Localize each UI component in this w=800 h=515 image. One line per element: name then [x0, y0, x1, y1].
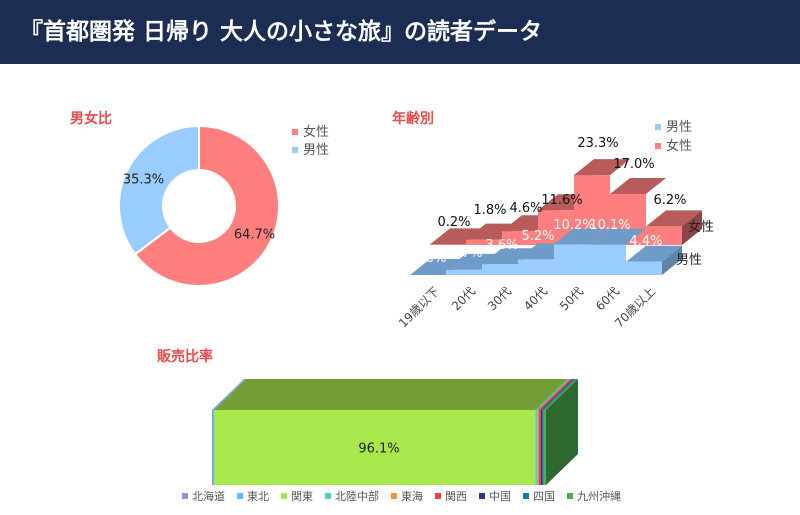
sales-segment-1 [213, 410, 215, 485]
sales-segment-3 [535, 410, 538, 485]
male-bar [590, 244, 626, 275]
donut-slice-female [133, 124, 280, 287]
legend-label-female: 女性 [303, 124, 329, 140]
male-bar-top [446, 253, 502, 270]
sales-legend-label-4: 東海 [401, 489, 423, 503]
female-bar-top [646, 210, 702, 227]
female-bar [430, 244, 466, 245]
male-bar [482, 264, 518, 275]
header-bar: 『首都圏発 日帰り 大人の小さな旅』の読者データ [0, 0, 800, 64]
sales-bar-side [546, 379, 578, 485]
female-data-label: 17.0% [613, 157, 654, 172]
sales-legend-marker-7 [523, 493, 529, 499]
sales-data-label: 96.1% [358, 442, 399, 457]
sales-segment-top-6 [540, 379, 574, 410]
female-bar [466, 239, 502, 245]
sales-legend-marker-1 [237, 493, 243, 499]
male-data-label: 10.1% [589, 218, 630, 233]
male-bar-top [626, 245, 682, 262]
age-legend-label-male: 男性 [666, 120, 692, 135]
male-bar [554, 244, 590, 275]
age-legend-label-female: 女性 [666, 138, 692, 154]
sales-legend-marker-6 [479, 493, 485, 499]
male-bar-top [482, 248, 538, 265]
sales-segment-7 [541, 410, 544, 485]
sales-legend-marker-0 [182, 493, 188, 499]
female-bar-top [574, 159, 630, 176]
age-chart-title: 年齢別 [392, 111, 434, 127]
sales-segment-6 [540, 410, 542, 485]
sales-legend-label-2: 関東 [291, 490, 313, 503]
sales-segment-top-1 [213, 379, 247, 410]
female-bar-top [610, 178, 666, 194]
male-bar [446, 269, 482, 275]
male-bar [626, 261, 662, 275]
male-data-label: 1.7% [449, 246, 482, 261]
sales-segment-2 [214, 410, 536, 485]
sales-legend-marker-3 [325, 493, 331, 499]
donut-label-female: 64.7% [234, 228, 275, 243]
male-row-side [662, 245, 682, 275]
sales-segment-top-3 [535, 379, 570, 410]
sales-legend-label-8: 九州沖縄 [577, 489, 621, 503]
male-bar-top [410, 259, 466, 275]
female-bar [502, 231, 538, 245]
sales-segment-0 [212, 410, 214, 485]
sales-segment-5 [538, 410, 541, 485]
male-bar-top [590, 228, 646, 245]
male-bar [518, 259, 554, 275]
sales-segment-top-5 [538, 379, 573, 410]
female-data-label: 0.2% [437, 215, 470, 230]
male-bar-top [554, 228, 610, 245]
female-data-label: 6.2% [653, 193, 686, 208]
male-data-label: 5.2% [521, 229, 554, 244]
age-legend-marker-male [655, 124, 661, 130]
sales-legend-label-0: 北海道 [192, 489, 225, 503]
sales-legend-label-7: 四国 [533, 490, 555, 503]
sales-legend-marker-2 [281, 493, 287, 499]
age-legend-marker-female [655, 143, 661, 149]
page-title: 『首都圏発 日帰り 大人の小さな旅』の読者データ [20, 19, 543, 45]
male-data-label: 3.6% [485, 238, 518, 253]
gender-chart-title: 男女比 [70, 111, 112, 127]
female-data-label: 4.6% [509, 201, 542, 216]
male-data-label: 4.4% [629, 234, 662, 249]
female-data-label: 11.6% [541, 193, 582, 208]
row-label-male: 男性 [676, 253, 702, 268]
sales-segment-top-4 [537, 379, 571, 410]
sales-segment-top-8 [543, 379, 578, 410]
female-data-label: 1.8% [473, 203, 506, 218]
legend-marker-female [292, 129, 298, 135]
female-bar [646, 226, 682, 245]
row-label-female: 女性 [688, 219, 714, 235]
female-data-label: 23.3% [577, 136, 618, 151]
sales-segment-top-2 [214, 379, 568, 410]
donut-slice-male [118, 124, 200, 256]
sales-chart-title: 販売比率 [157, 349, 213, 365]
sales-segment-top-7 [541, 379, 576, 410]
sales-segment-top-0 [212, 379, 246, 410]
sales-segment-4 [537, 410, 539, 485]
legend-label-male: 男性 [303, 143, 329, 158]
sales-legend-marker-8 [567, 493, 573, 499]
female-bar-top [430, 228, 486, 245]
sales-legend-label-5: 関西 [445, 490, 467, 503]
sales-legend-marker-4 [391, 493, 397, 499]
male-data-label: 10.2% [553, 218, 594, 233]
female-row-side [682, 210, 702, 245]
sales-segment-8 [543, 410, 546, 485]
legend-marker-male [292, 147, 298, 153]
donut-label-male: 35.3% [123, 172, 164, 187]
sales-legend-label-3: 北陸中部 [335, 489, 379, 503]
sales-legend-label-1: 東北 [247, 490, 269, 503]
sales-legend-marker-5 [435, 493, 441, 499]
sales-legend-label-6: 中国 [489, 490, 511, 503]
male-data-label: 0.0% [413, 251, 446, 266]
